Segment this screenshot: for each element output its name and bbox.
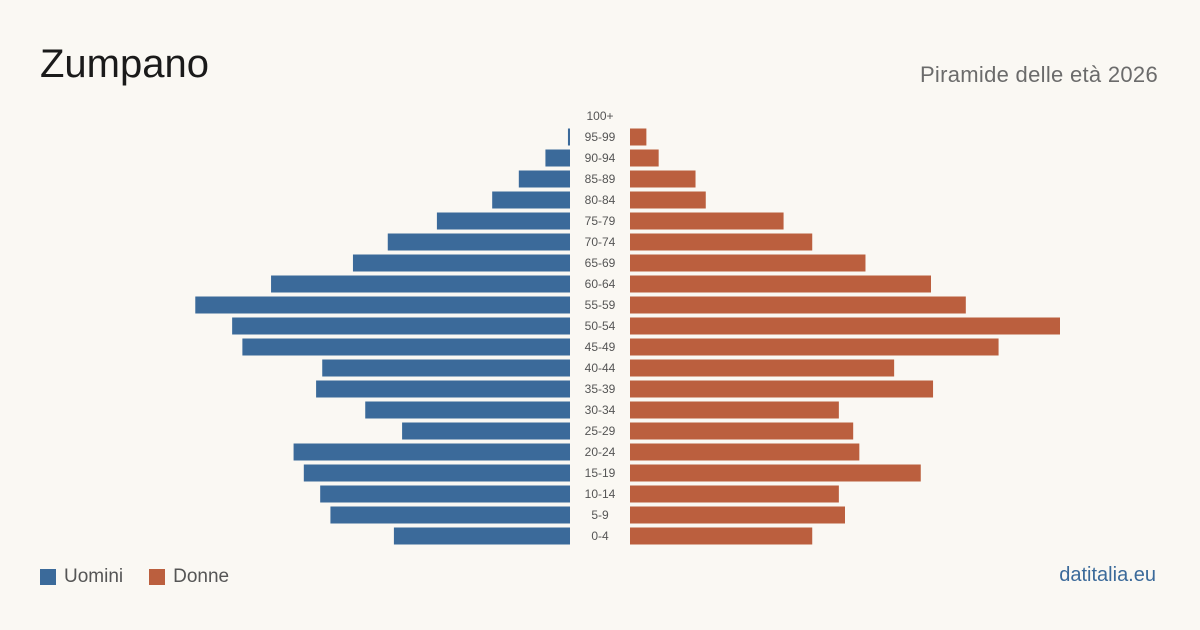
population-pyramid: 100+ 95-99 90-94 85-89 80-84 75-79 70-74 65-69 6…: [195, 109, 1060, 545]
legend-swatch-male: [40, 569, 56, 585]
bar-female-0-4: [630, 527, 813, 545]
bar-male-80-84: [492, 191, 570, 209]
bar-male-10-14: [320, 485, 570, 503]
bar-male-0-4: [393, 527, 570, 545]
bar-female-85-89: [630, 170, 696, 188]
age-label-90-94: 90-94: [585, 151, 616, 165]
age-label-35-39: 35-39: [585, 382, 616, 396]
bar-male-35-39: [316, 380, 570, 398]
bar-male-65-69: [352, 254, 570, 272]
bar-female-55-59: [630, 296, 966, 314]
bar-male-55-59: [195, 296, 571, 314]
age-label-40-44: 40-44: [585, 361, 616, 375]
age-label-15-19: 15-19: [585, 466, 616, 480]
bar-male-60-64: [271, 275, 570, 293]
chart-subtitle: Piramide delle età 2026: [919, 62, 1158, 87]
age-label-0-4: 0-4: [591, 529, 609, 543]
legend-swatch-female: [149, 569, 166, 585]
bar-male-85-89: [518, 170, 570, 188]
bar-male-75-79: [436, 212, 570, 230]
age-label-50-54: 50-54: [585, 319, 616, 333]
bar-female-40-44: [630, 359, 895, 377]
bar-male-40-44: [322, 359, 570, 377]
legend-label-male: Uomini: [64, 566, 124, 587]
legend-item-female: Donne: [149, 566, 229, 588]
age-label-30-34: 30-34: [585, 403, 616, 417]
bar-female-25-29: [630, 422, 854, 440]
age-label-25-29: 25-29: [585, 424, 616, 438]
legend: Uomini Donne: [40, 566, 255, 588]
bar-male-25-29: [402, 422, 570, 440]
bar-male-90-94: [545, 149, 570, 167]
age-label-100+: 100+: [586, 109, 613, 123]
bar-male-50-54: [232, 317, 570, 335]
bar-male-5-9: [330, 506, 570, 524]
bar-female-5-9: [630, 506, 845, 524]
age-label-75-79: 75-79: [585, 214, 616, 228]
age-label-45-49: 45-49: [585, 340, 616, 354]
age-label-65-69: 65-69: [585, 256, 616, 270]
legend-item-male: Uomini: [40, 566, 123, 588]
bar-female-95-99: [630, 128, 647, 146]
bar-male-15-19: [303, 464, 570, 482]
age-label-95-99: 95-99: [585, 130, 616, 144]
age-label-60-64: 60-64: [585, 277, 616, 291]
bar-female-15-19: [630, 464, 921, 482]
bar-female-60-64: [630, 275, 931, 293]
age-label-20-24: 20-24: [585, 445, 616, 459]
brand-link[interactable]: datitalia.eu: [1059, 564, 1156, 586]
bar-female-10-14: [630, 485, 839, 503]
bar-female-90-94: [630, 149, 659, 167]
bar-female-20-24: [630, 443, 860, 461]
bar-male-95-99: [567, 128, 570, 146]
bar-female-35-39: [630, 380, 934, 398]
bar-male-20-24: [293, 443, 570, 461]
bar-female-50-54: [630, 317, 1060, 335]
bar-male-30-34: [365, 401, 570, 419]
bar-female-70-74: [630, 233, 813, 251]
bar-female-30-34: [630, 401, 839, 419]
bar-female-45-49: [630, 338, 999, 356]
bar-female-65-69: [630, 254, 866, 272]
age-label-70-74: 70-74: [585, 235, 616, 249]
bar-male-45-49: [242, 338, 570, 356]
bar-female-75-79: [630, 212, 784, 230]
chart-title: Zumpano: [40, 42, 209, 86]
age-label-5-9: 5-9: [591, 508, 609, 522]
bar-female-80-84: [630, 191, 706, 209]
age-label-10-14: 10-14: [585, 487, 616, 501]
bar-male-70-74: [387, 233, 570, 251]
age-label-55-59: 55-59: [585, 298, 616, 312]
age-label-80-84: 80-84: [585, 193, 616, 207]
legend-label-female: Donne: [173, 566, 230, 587]
age-label-85-89: 85-89: [585, 172, 616, 186]
